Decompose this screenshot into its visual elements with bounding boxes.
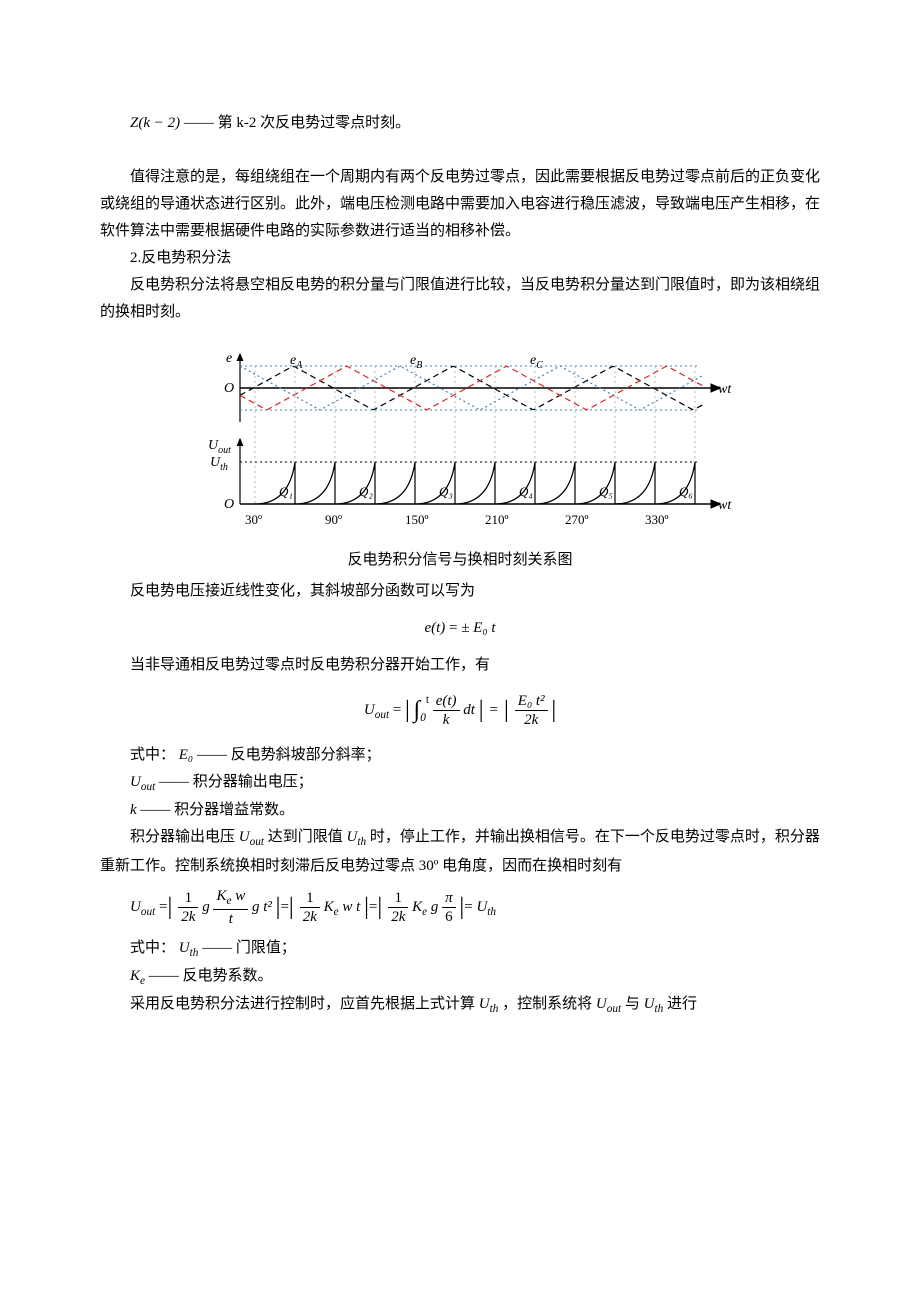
svg-text:e: e [226, 351, 232, 366]
svg-text:eC: eC [530, 353, 543, 371]
svg-text:O: O [224, 381, 234, 396]
para-2: 反电势积分法将悬空相反电势的积分量与门限值进行比较，当反电势积分量达到门限值时，… [100, 272, 820, 326]
para-3: 反电势电压接近线性变化，其斜坡部分函数可以写为 [100, 578, 820, 605]
defs-uth: 式中： Uth —— 门限值； [100, 935, 820, 963]
svg-text:Q₆: Q₆ [679, 484, 693, 499]
defs-ke: Ke —— 反电势系数。 [100, 963, 820, 991]
svg-text:150º: 150º [405, 512, 429, 527]
svg-text:eB: eB [410, 353, 422, 371]
svg-text:Q₂: Q₂ [359, 484, 373, 499]
svg-text:Uout: Uout [208, 438, 231, 456]
svg-text:Q₁: Q₁ [279, 484, 293, 499]
svg-text:wt: wt [718, 498, 732, 513]
defs-e0: 式中： E₀ —— 反电势斜坡部分斜率； [100, 742, 820, 769]
svg-text:Uth: Uth [210, 455, 228, 473]
svg-text:270º: 270º [565, 512, 589, 527]
zk2-dash: —— [184, 115, 214, 131]
para-1: 值得注意的是，每组绕组在一个周期内有两个反电势过零点，因此需要根据反电势过零点前… [100, 164, 820, 245]
svg-text:210º: 210º [485, 512, 509, 527]
svg-text:O: O [224, 497, 234, 512]
para-4: 当非导通相反电势过零点时反电势积分器开始工作，有 [100, 652, 820, 679]
equation-uout-full: Uout =| 12k g Ke wt g t² |=| 12k Ke w t … [100, 886, 820, 929]
line-zk2: Z(k − 2) —— 第 k-2 次反电势过零点时刻。 [100, 110, 820, 137]
svg-text:Q₃: Q₃ [439, 484, 453, 499]
svg-text:330º: 330º [645, 512, 669, 527]
para-8: 采用反电势积分法进行控制时，应首先根据上式计算 Uth ，控制系统将 Uout … [100, 991, 820, 1019]
para-6: 积分器输出电压 Uout 达到门限值 Uth 时，停止工作，并输出换相信号。在下… [100, 824, 820, 879]
section-2-heading: 2.反电势积分法 [100, 245, 820, 272]
equation-et: e(t) = ± E₀ t [100, 615, 820, 642]
defs-uout: Uout —— 积分器输出电压； [100, 769, 820, 797]
zk2-expr: Z(k − 2) [130, 115, 180, 131]
equation-uout-integral: Uout = | ∫0t e(t)k dt | = | E₀ t²2k | [100, 689, 820, 732]
svg-text:Q₅: Q₅ [599, 484, 613, 499]
svg-text:30º: 30º [245, 512, 262, 527]
svg-text:eA: eA [290, 353, 303, 371]
zk2-text: 第 k-2 次反电势过零点时刻。 [218, 115, 411, 131]
svg-text:Q₄: Q₄ [519, 484, 533, 499]
svg-text:90º: 90º [325, 512, 342, 527]
defs-k: k —— 积分器增益常数。 [100, 797, 820, 824]
svg-text:wt: wt [718, 382, 732, 397]
emf-integration-diagram: eOwteAeBeCUoutUthOwtQ₁Q₂Q₃Q₄Q₅Q₆30º90º15… [180, 344, 740, 539]
diagram-caption: 反电势积分信号与换相时刻关系图 [100, 547, 820, 574]
